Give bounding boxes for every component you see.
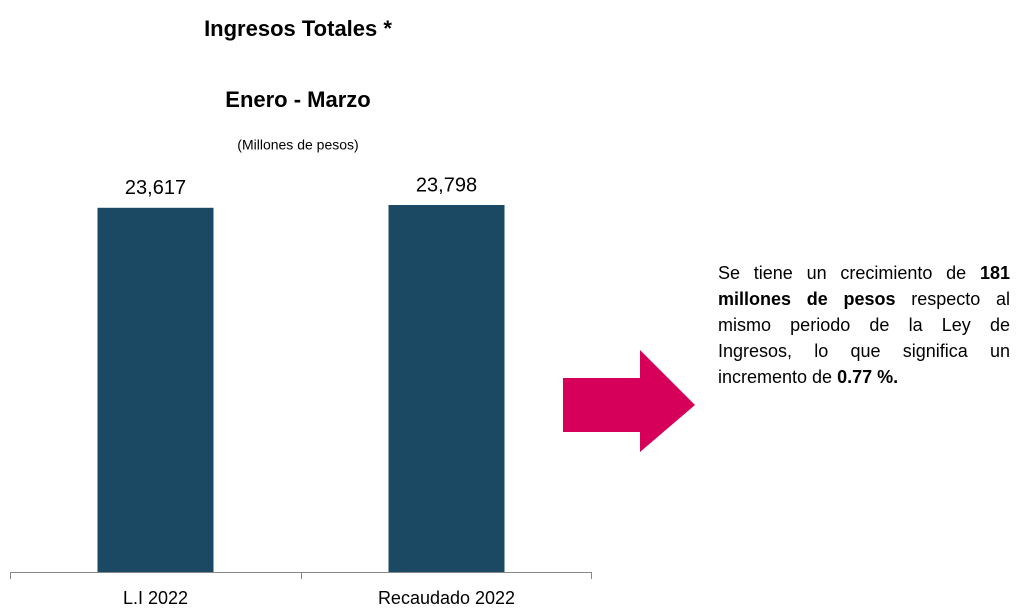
annotation-bold: 0.77 %. (837, 367, 899, 387)
chart-title: Ingresos Totales * (204, 16, 392, 41)
axis (10, 572, 592, 579)
chart-subtitle: Enero - Marzo (225, 87, 370, 112)
unit-note: (Millones de pesos) (237, 137, 358, 153)
x-tick-label: L.I 2022 (123, 588, 188, 608)
annotation-text: Se tiene un crecimiento de (718, 263, 980, 283)
x-tick-label: Recaudado 2022 (378, 588, 515, 608)
value-label: 23,798 (416, 174, 477, 196)
value-label: 23,617 (125, 177, 186, 199)
bar (388, 205, 505, 572)
arrow (563, 350, 695, 452)
annotation-text: respecto al mismo periodo de la Ley de I… (718, 289, 1010, 387)
annotation-bold: 181 millones de pesos (718, 263, 1010, 309)
annotation: Se tiene un crecimiento de 181 millones … (718, 260, 1010, 390)
bar (97, 207, 214, 572)
